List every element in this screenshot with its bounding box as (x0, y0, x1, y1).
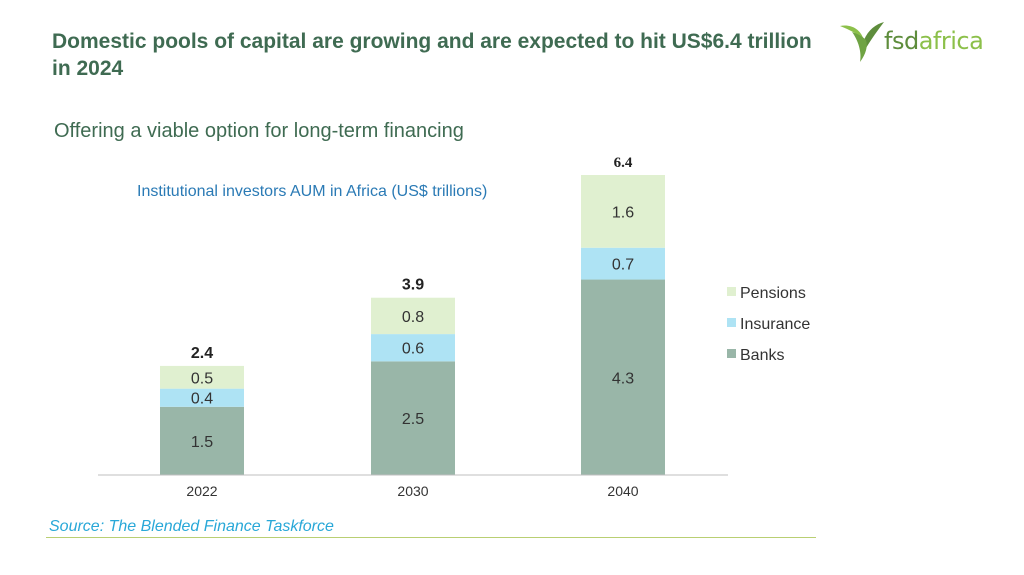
legend-label-pensions: Pensions (740, 285, 806, 302)
x-tick-label-2030: 2030 (397, 483, 428, 499)
legend-swatch-banks (727, 349, 736, 358)
bar-pensions-2040 (581, 175, 665, 248)
data-label-banks-2040: 4.3 (612, 370, 634, 387)
total-label-2040: 6.4 (614, 155, 633, 171)
data-label-pensions-2030: 0.8 (402, 309, 424, 326)
bar-banks-2022 (160, 406, 244, 475)
legend-label-insurance: Insurance (740, 316, 810, 333)
data-label-pensions-2040: 1.6 (612, 204, 634, 221)
bar-insurance-2040 (581, 247, 665, 280)
logo-wordmark: fsdafrica (884, 27, 984, 55)
data-label-pensions-2022: 0.5 (191, 370, 213, 387)
bar-banks-2040 (581, 279, 665, 475)
page-subtitle: Offering a viable option for long-term f… (54, 120, 464, 142)
data-label-insurance-2040: 0.7 (612, 257, 634, 274)
bar-insurance-2030 (371, 334, 455, 362)
legend-label-banks: Banks (740, 347, 784, 364)
source-note: Source: The Blended Finance Taskforce (49, 518, 334, 535)
data-label-banks-2030: 2.5 (402, 411, 424, 428)
bar-insurance-2022 (160, 388, 244, 407)
chart-title: Institutional investors AUM in Africa (U… (137, 183, 487, 200)
logo-text-africa: africa (918, 27, 984, 55)
x-tick-label-2040: 2040 (607, 483, 638, 499)
x-tick-label-2022: 2022 (186, 483, 217, 499)
page-title: Domestic pools of capital are growing an… (52, 30, 812, 80)
bar-banks-2030 (371, 361, 455, 475)
logo-text-fsd: fsd (884, 27, 919, 55)
total-label-2022: 2.4 (191, 345, 213, 362)
legend-swatch-pensions (727, 287, 736, 296)
bar-pensions-2030 (371, 297, 455, 335)
data-label-insurance-2022: 0.4 (191, 391, 213, 408)
data-label-insurance-2030: 0.6 (402, 341, 424, 358)
data-label-banks-2022: 1.5 (191, 434, 213, 451)
source-divider (46, 537, 816, 538)
legend-swatch-insurance (727, 318, 736, 327)
bird-leaf-icon (840, 22, 884, 62)
fsd-africa-logo: fsdafrica (838, 18, 988, 68)
bar-pensions-2022 (160, 365, 244, 389)
total-label-2030: 3.9 (402, 277, 424, 294)
